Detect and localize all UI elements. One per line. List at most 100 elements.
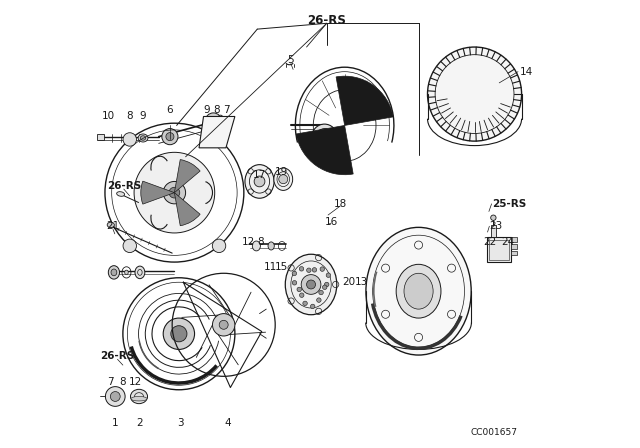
Wedge shape [174,159,200,193]
Ellipse shape [268,242,275,250]
Circle shape [303,301,307,306]
Bar [511,251,516,255]
Circle shape [212,314,235,336]
Text: 21: 21 [106,221,120,231]
Circle shape [123,133,136,146]
Ellipse shape [404,273,433,309]
Bar [489,240,509,260]
Circle shape [297,287,301,292]
Bar [486,237,511,262]
Circle shape [110,392,120,401]
Text: 24: 24 [502,237,515,247]
Text: 9: 9 [204,105,211,115]
Circle shape [209,116,218,125]
Text: 9: 9 [140,112,147,121]
Circle shape [310,304,315,309]
Circle shape [254,176,265,187]
Ellipse shape [228,118,233,125]
Wedge shape [141,181,174,204]
Ellipse shape [285,254,337,315]
Text: 13: 13 [355,277,368,287]
Circle shape [292,280,297,285]
Circle shape [307,280,316,289]
Text: 22: 22 [484,237,497,247]
Text: 6: 6 [166,105,173,115]
Ellipse shape [131,389,148,404]
Text: 12: 12 [129,377,142,387]
Text: 8: 8 [126,112,133,121]
Circle shape [319,290,323,295]
Bar [511,244,516,249]
Text: 25-RS: 25-RS [493,199,527,209]
Ellipse shape [116,192,125,196]
Ellipse shape [135,266,145,279]
Circle shape [300,293,304,297]
Circle shape [323,285,327,289]
Circle shape [162,129,178,145]
Circle shape [321,133,328,140]
Text: 19: 19 [275,168,289,177]
Bar [511,237,516,242]
Ellipse shape [218,115,224,125]
Circle shape [301,275,321,294]
Ellipse shape [138,134,148,142]
Text: CC001657: CC001657 [470,428,517,437]
Circle shape [212,133,226,146]
Text: 8: 8 [214,105,220,115]
Circle shape [428,47,522,141]
Circle shape [169,187,180,198]
Text: 10: 10 [102,112,115,121]
Circle shape [292,271,296,276]
Text: 16: 16 [324,217,338,227]
Circle shape [166,133,174,141]
Ellipse shape [252,241,260,251]
Circle shape [163,181,186,204]
Text: 18: 18 [333,199,347,209]
Wedge shape [336,76,393,125]
Circle shape [491,215,496,220]
Bar [491,225,495,237]
Wedge shape [174,193,200,226]
Text: 7: 7 [223,105,230,115]
Circle shape [324,282,329,287]
Text: 8: 8 [120,377,126,387]
Text: 11: 11 [264,262,277,271]
Ellipse shape [223,117,228,125]
Circle shape [307,268,311,272]
Text: 26-RS: 26-RS [107,181,141,191]
Circle shape [163,318,195,349]
Text: 7: 7 [107,377,114,387]
Text: 3: 3 [177,418,184,428]
Circle shape [320,267,324,271]
Ellipse shape [125,270,128,275]
Text: 26-RS: 26-RS [100,351,134,361]
Text: 12: 12 [242,237,255,247]
Ellipse shape [108,266,120,279]
Circle shape [134,152,215,233]
Text: 23: 23 [490,221,502,231]
Circle shape [317,298,321,302]
Ellipse shape [131,396,147,401]
Circle shape [326,273,331,277]
Text: 15: 15 [275,262,289,271]
Text: 26-RS: 26-RS [307,13,346,27]
Text: 1: 1 [111,418,118,428]
Circle shape [300,267,304,271]
Text: 17: 17 [253,170,266,180]
Ellipse shape [111,269,117,276]
Text: 8: 8 [257,237,264,247]
Ellipse shape [396,264,441,318]
Ellipse shape [140,136,146,140]
Text: 5: 5 [287,56,294,65]
Circle shape [205,113,221,129]
Circle shape [219,320,228,329]
Bar [97,134,104,140]
Wedge shape [296,125,353,175]
Circle shape [212,239,226,253]
Text: 14: 14 [520,67,532,77]
Circle shape [312,267,317,272]
Ellipse shape [366,228,471,355]
Circle shape [312,124,337,149]
Polygon shape [199,116,235,148]
Circle shape [316,129,333,145]
